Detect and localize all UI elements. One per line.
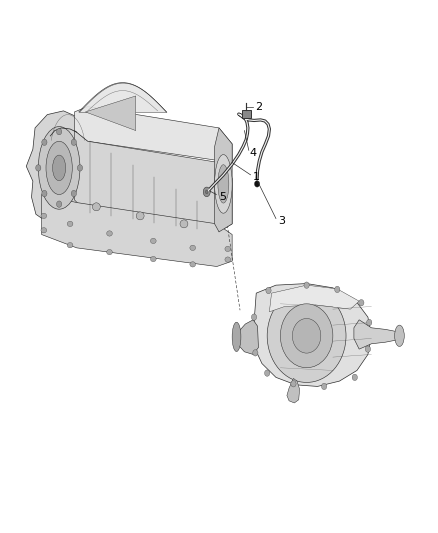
Ellipse shape xyxy=(321,383,327,390)
Ellipse shape xyxy=(225,257,231,262)
Ellipse shape xyxy=(352,374,357,381)
Ellipse shape xyxy=(180,220,188,228)
Ellipse shape xyxy=(395,325,404,346)
Ellipse shape xyxy=(35,165,41,171)
Ellipse shape xyxy=(367,319,372,326)
Ellipse shape xyxy=(205,190,208,193)
Ellipse shape xyxy=(359,300,364,306)
Ellipse shape xyxy=(46,141,72,195)
Ellipse shape xyxy=(92,203,100,211)
Text: 1: 1 xyxy=(253,172,260,182)
Ellipse shape xyxy=(292,318,321,353)
Ellipse shape xyxy=(107,231,112,236)
Ellipse shape xyxy=(78,165,83,171)
Ellipse shape xyxy=(53,155,66,181)
Polygon shape xyxy=(287,378,300,403)
Ellipse shape xyxy=(150,256,156,262)
Ellipse shape xyxy=(41,228,47,233)
FancyBboxPatch shape xyxy=(242,110,251,118)
Polygon shape xyxy=(26,111,85,223)
Text: 5: 5 xyxy=(219,192,226,202)
Ellipse shape xyxy=(218,165,229,203)
Ellipse shape xyxy=(57,128,62,135)
Polygon shape xyxy=(215,128,232,232)
Ellipse shape xyxy=(304,282,309,288)
Text: 4: 4 xyxy=(250,148,257,158)
Ellipse shape xyxy=(267,289,346,383)
Ellipse shape xyxy=(71,139,77,146)
Ellipse shape xyxy=(67,243,73,248)
Ellipse shape xyxy=(266,287,271,294)
Polygon shape xyxy=(42,195,232,266)
Ellipse shape xyxy=(232,322,241,352)
Ellipse shape xyxy=(107,249,112,255)
Polygon shape xyxy=(85,96,136,131)
Polygon shape xyxy=(74,131,232,232)
Ellipse shape xyxy=(42,190,47,197)
Ellipse shape xyxy=(203,187,210,197)
Ellipse shape xyxy=(41,213,47,219)
Ellipse shape xyxy=(136,212,144,220)
Ellipse shape xyxy=(254,181,260,187)
Polygon shape xyxy=(354,320,399,349)
Ellipse shape xyxy=(190,262,195,267)
Ellipse shape xyxy=(251,314,257,320)
Ellipse shape xyxy=(280,304,333,368)
Ellipse shape xyxy=(215,155,232,213)
Polygon shape xyxy=(74,107,232,163)
Ellipse shape xyxy=(291,381,296,387)
Text: 2: 2 xyxy=(255,102,262,111)
Polygon shape xyxy=(269,285,359,312)
Ellipse shape xyxy=(150,238,156,244)
Ellipse shape xyxy=(39,126,80,209)
Ellipse shape xyxy=(42,139,47,146)
Ellipse shape xyxy=(190,245,195,251)
Ellipse shape xyxy=(71,190,77,197)
Ellipse shape xyxy=(225,246,231,252)
Ellipse shape xyxy=(335,286,340,293)
Ellipse shape xyxy=(67,221,73,227)
Polygon shape xyxy=(254,284,371,386)
Ellipse shape xyxy=(253,350,258,356)
Polygon shape xyxy=(237,320,258,354)
Ellipse shape xyxy=(265,370,270,376)
Text: 3: 3 xyxy=(278,216,285,226)
Ellipse shape xyxy=(57,201,62,207)
Ellipse shape xyxy=(365,346,371,352)
